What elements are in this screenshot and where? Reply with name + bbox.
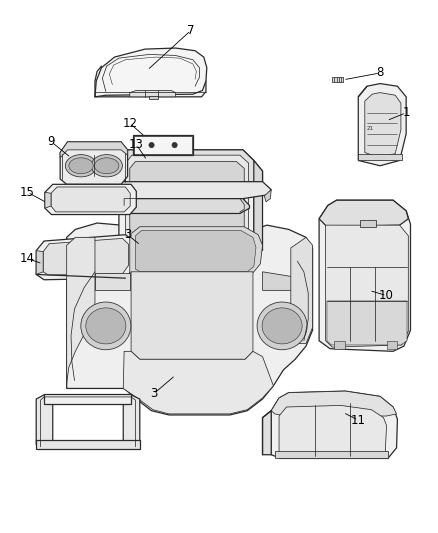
- Ellipse shape: [257, 302, 307, 350]
- Polygon shape: [325, 225, 408, 347]
- Text: 3: 3: [124, 228, 131, 241]
- Polygon shape: [51, 187, 130, 212]
- Text: 8: 8: [376, 67, 384, 79]
- Polygon shape: [358, 84, 406, 166]
- Ellipse shape: [149, 142, 154, 148]
- Polygon shape: [319, 200, 408, 227]
- Polygon shape: [291, 237, 313, 343]
- Polygon shape: [36, 251, 43, 274]
- Polygon shape: [123, 351, 273, 414]
- Polygon shape: [67, 237, 95, 383]
- Polygon shape: [223, 235, 233, 241]
- Polygon shape: [110, 150, 262, 182]
- Polygon shape: [119, 150, 254, 251]
- Ellipse shape: [91, 155, 122, 177]
- Polygon shape: [45, 192, 51, 208]
- Text: 7: 7: [187, 24, 194, 37]
- Polygon shape: [67, 223, 313, 415]
- Polygon shape: [360, 220, 376, 227]
- Ellipse shape: [86, 308, 126, 344]
- Polygon shape: [332, 77, 343, 82]
- Polygon shape: [170, 235, 180, 241]
- Polygon shape: [95, 273, 130, 290]
- Polygon shape: [201, 245, 210, 251]
- Ellipse shape: [95, 158, 119, 174]
- Polygon shape: [95, 48, 207, 97]
- Ellipse shape: [69, 158, 93, 174]
- Polygon shape: [319, 200, 410, 351]
- Text: 11: 11: [351, 414, 366, 427]
- Polygon shape: [123, 395, 140, 448]
- Polygon shape: [142, 235, 152, 241]
- Polygon shape: [36, 395, 53, 448]
- Polygon shape: [279, 406, 387, 457]
- Polygon shape: [195, 235, 206, 241]
- Polygon shape: [36, 235, 134, 280]
- Text: 9: 9: [48, 135, 55, 148]
- Text: 12: 12: [122, 117, 137, 130]
- Text: 10: 10: [379, 289, 394, 302]
- Polygon shape: [227, 245, 234, 251]
- Polygon shape: [131, 272, 253, 359]
- Polygon shape: [130, 227, 262, 274]
- Polygon shape: [36, 440, 140, 449]
- Polygon shape: [110, 182, 118, 198]
- Polygon shape: [254, 160, 262, 251]
- Polygon shape: [275, 451, 388, 458]
- Text: 14: 14: [20, 252, 35, 265]
- Ellipse shape: [262, 308, 302, 344]
- Polygon shape: [173, 245, 182, 251]
- Polygon shape: [60, 142, 127, 158]
- Text: 3: 3: [150, 387, 157, 400]
- Polygon shape: [43, 238, 128, 275]
- Text: 15: 15: [20, 186, 35, 199]
- Text: 13: 13: [129, 138, 144, 151]
- Polygon shape: [271, 391, 396, 416]
- Polygon shape: [130, 161, 244, 241]
- Polygon shape: [133, 135, 193, 155]
- Polygon shape: [264, 190, 271, 202]
- Polygon shape: [95, 75, 206, 97]
- Polygon shape: [334, 341, 345, 349]
- Polygon shape: [358, 154, 402, 160]
- Polygon shape: [44, 394, 131, 405]
- Polygon shape: [130, 91, 176, 97]
- Ellipse shape: [172, 142, 177, 148]
- Polygon shape: [110, 182, 271, 199]
- Polygon shape: [262, 411, 271, 455]
- Polygon shape: [271, 391, 397, 458]
- Ellipse shape: [81, 302, 131, 350]
- Text: 1: 1: [403, 106, 410, 119]
- Ellipse shape: [65, 155, 97, 177]
- Polygon shape: [119, 198, 250, 214]
- Polygon shape: [60, 142, 127, 184]
- Polygon shape: [125, 155, 249, 244]
- Polygon shape: [145, 245, 154, 251]
- Polygon shape: [45, 184, 136, 215]
- Polygon shape: [327, 301, 407, 345]
- Text: 21: 21: [367, 126, 374, 131]
- Polygon shape: [387, 341, 397, 349]
- Polygon shape: [365, 93, 401, 158]
- Polygon shape: [262, 272, 297, 290]
- Polygon shape: [135, 230, 256, 272]
- Polygon shape: [149, 96, 158, 100]
